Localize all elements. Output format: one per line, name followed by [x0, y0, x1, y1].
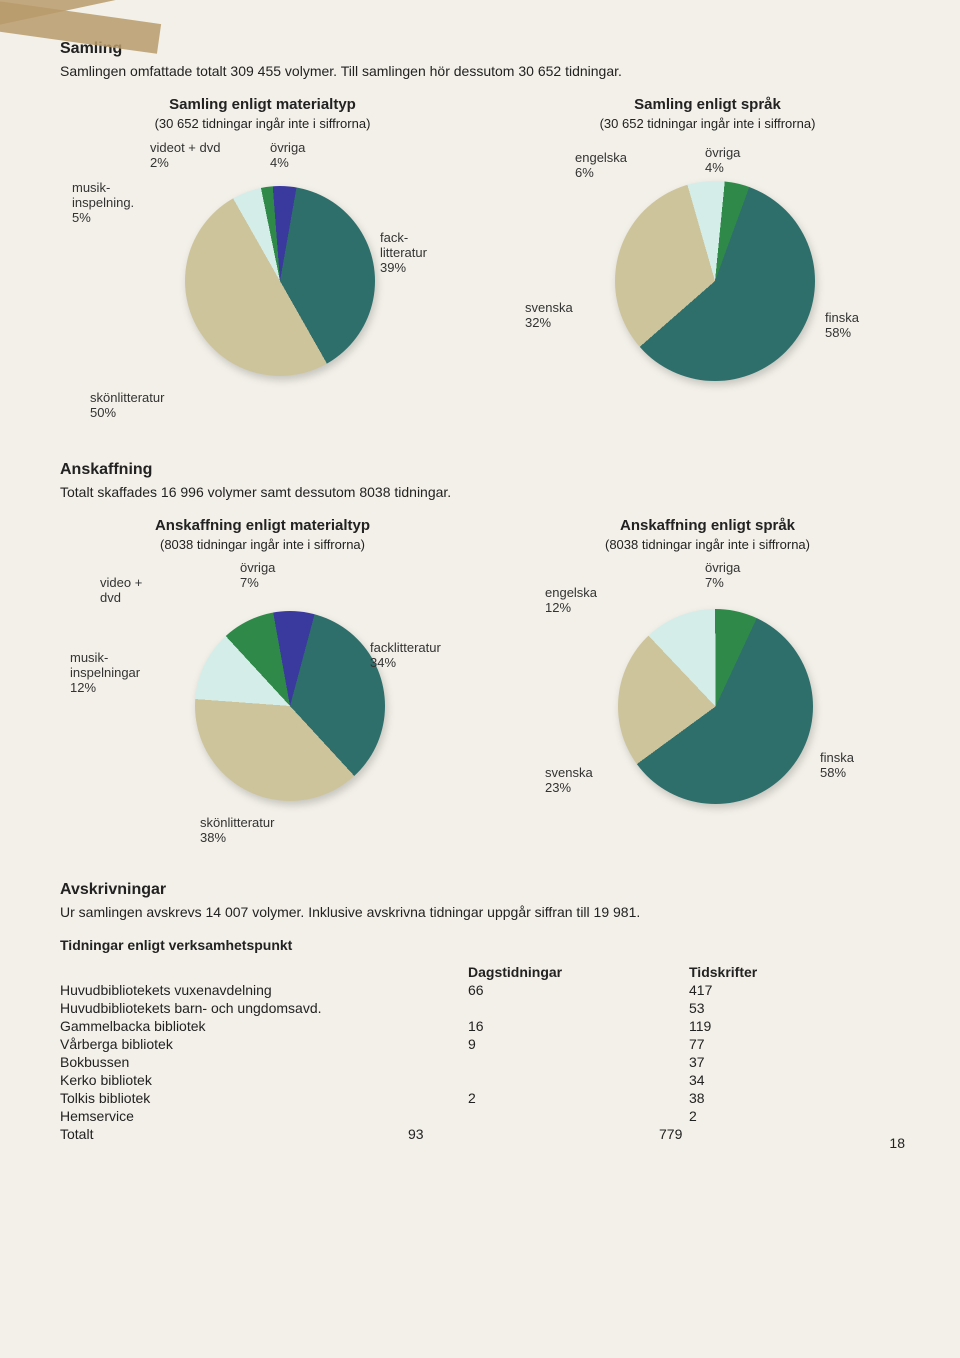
total-dags: 93 [408, 1125, 629, 1143]
pie-label: finska58% [825, 311, 859, 341]
table-cell: 34 [689, 1071, 910, 1089]
table-cell: 38 [689, 1089, 910, 1107]
table-cell [468, 999, 689, 1017]
pie-label: svenska32% [525, 301, 573, 331]
table-row: Huvudbibliotekets barn- och ungdomsavd. 5… [60, 999, 910, 1017]
table-cell [468, 1071, 689, 1089]
pie-chart [185, 186, 375, 376]
pie-label: övriga7% [240, 561, 275, 591]
anskaffning-intro: Totalt skaffades 16 996 volymer samt des… [60, 483, 910, 502]
pie-label: musik-inspelning.5% [72, 181, 134, 226]
pie-label: svenska23% [545, 766, 593, 796]
table-row: Tolkis bibliotek238 [60, 1089, 910, 1107]
chart-anskaffning-materialtyp: facklitteratur34% skönlitteratur38% musik-… [60, 561, 465, 851]
avskrivningar-intro: Ur samlingen avskrevs 14 007 volymer. In… [60, 903, 910, 922]
total-label: Totalt [60, 1125, 468, 1143]
chart2-caption: (30 652 tidningar ingår inte i siffrorna… [505, 115, 910, 133]
table-row: Vårberga bibliotek977 [60, 1035, 910, 1053]
table-cell: 9 [468, 1035, 689, 1053]
anskaffning-heading: Anskaffning [60, 461, 910, 479]
samling-intro: Samlingen omfattade totalt 309 455 volym… [60, 62, 910, 81]
pie-label: engelska6% [575, 151, 627, 181]
table-row: Gammelbacka bibliotek16119 [60, 1017, 910, 1035]
pie-label: finska58% [820, 751, 854, 781]
chart1-caption: (30 652 tidningar ingår inte i siffrorna… [60, 115, 465, 133]
pie-label: övriga4% [705, 146, 740, 176]
chart4-caption: (8038 tidningar ingår inte i siffrorna) [505, 536, 910, 554]
pie-label: övriga4% [270, 141, 305, 171]
th-dagstidningar: Dagstidningar [468, 963, 689, 981]
pie-label: skönlitteratur50% [90, 391, 164, 421]
table-cell: 77 [689, 1035, 910, 1053]
table-cell: 37 [689, 1053, 910, 1071]
table-cell: Huvudbibliotekets vuxenavdelning [60, 981, 468, 999]
chart-samling-sprak: finska58% svenska32% engelska6% övriga4% [505, 141, 910, 431]
page-number: 18 [889, 1135, 905, 1151]
table-cell: Gammelbacka bibliotek [60, 1017, 468, 1035]
chart-anskaffning-sprak: finska58% svenska23% engelska12% övriga7% [505, 561, 910, 851]
th-tidskrifter: Tidskrifter [689, 963, 910, 981]
table-cell: 2 [689, 1107, 910, 1125]
table-cell [468, 1107, 689, 1125]
table-cell: 417 [689, 981, 910, 999]
total-tids: 779 [659, 1125, 880, 1143]
pie-label: video +dvd [100, 576, 142, 606]
pie-label: skönlitteratur38% [200, 816, 274, 846]
table-row: Bokbussen 37 [60, 1053, 910, 1071]
pie-label: facklitteratur34% [370, 641, 441, 671]
table-cell: Kerko bibliotek [60, 1071, 468, 1089]
table-cell: 66 [468, 981, 689, 999]
table-cell: 119 [689, 1017, 910, 1035]
pie-label: musik-inspelningar12% [70, 651, 140, 696]
chart3-title: Anskaffning enligt materialtyp [60, 516, 465, 536]
avskrivningar-heading: Avskrivningar [60, 881, 910, 899]
pie-label: videot + dvd2% [150, 141, 220, 171]
chart3-caption: (8038 tidningar ingår inte i siffrorna) [60, 536, 465, 554]
table-cell [468, 1053, 689, 1071]
pie-chart [618, 609, 813, 804]
chart2-title: Samling enligt språk [505, 95, 910, 115]
pie-chart [615, 181, 815, 381]
table-cell: Huvudbibliotekets barn- och ungdomsavd. [60, 999, 468, 1017]
table-row: Huvudbibliotekets vuxenavdelning66417 [60, 981, 910, 999]
pie-label: övriga7% [705, 561, 740, 591]
table-row: Kerko bibliotek 34 [60, 1071, 910, 1089]
pie-chart [195, 611, 385, 801]
tidningar-table: Dagstidningar Tidskrifter Huvudbibliotek… [60, 963, 910, 1143]
pie-label: fack-litteratur39% [380, 231, 427, 276]
table-cell: Tolkis bibliotek [60, 1089, 468, 1107]
table-title: Tidningar enligt verksamhetspunkt [60, 936, 910, 955]
chart-samling-materialtyp: fack-litteratur39% skönlitteratur50% musik… [60, 141, 465, 431]
table-row: Hemservice 2 [60, 1107, 910, 1125]
table-cell: Bokbussen [60, 1053, 468, 1071]
pie-label: engelska12% [545, 586, 597, 616]
table-cell: 2 [468, 1089, 689, 1107]
table-cell: Hemservice [60, 1107, 468, 1125]
table-cell: Vårberga bibliotek [60, 1035, 468, 1053]
samling-heading: Samling [60, 40, 910, 58]
chart4-title: Anskaffning enligt språk [505, 516, 910, 536]
table-cell: 16 [468, 1017, 689, 1035]
th-blank [60, 963, 468, 981]
table-cell: 53 [689, 999, 910, 1017]
chart1-title: Samling enligt materialtyp [60, 95, 465, 115]
